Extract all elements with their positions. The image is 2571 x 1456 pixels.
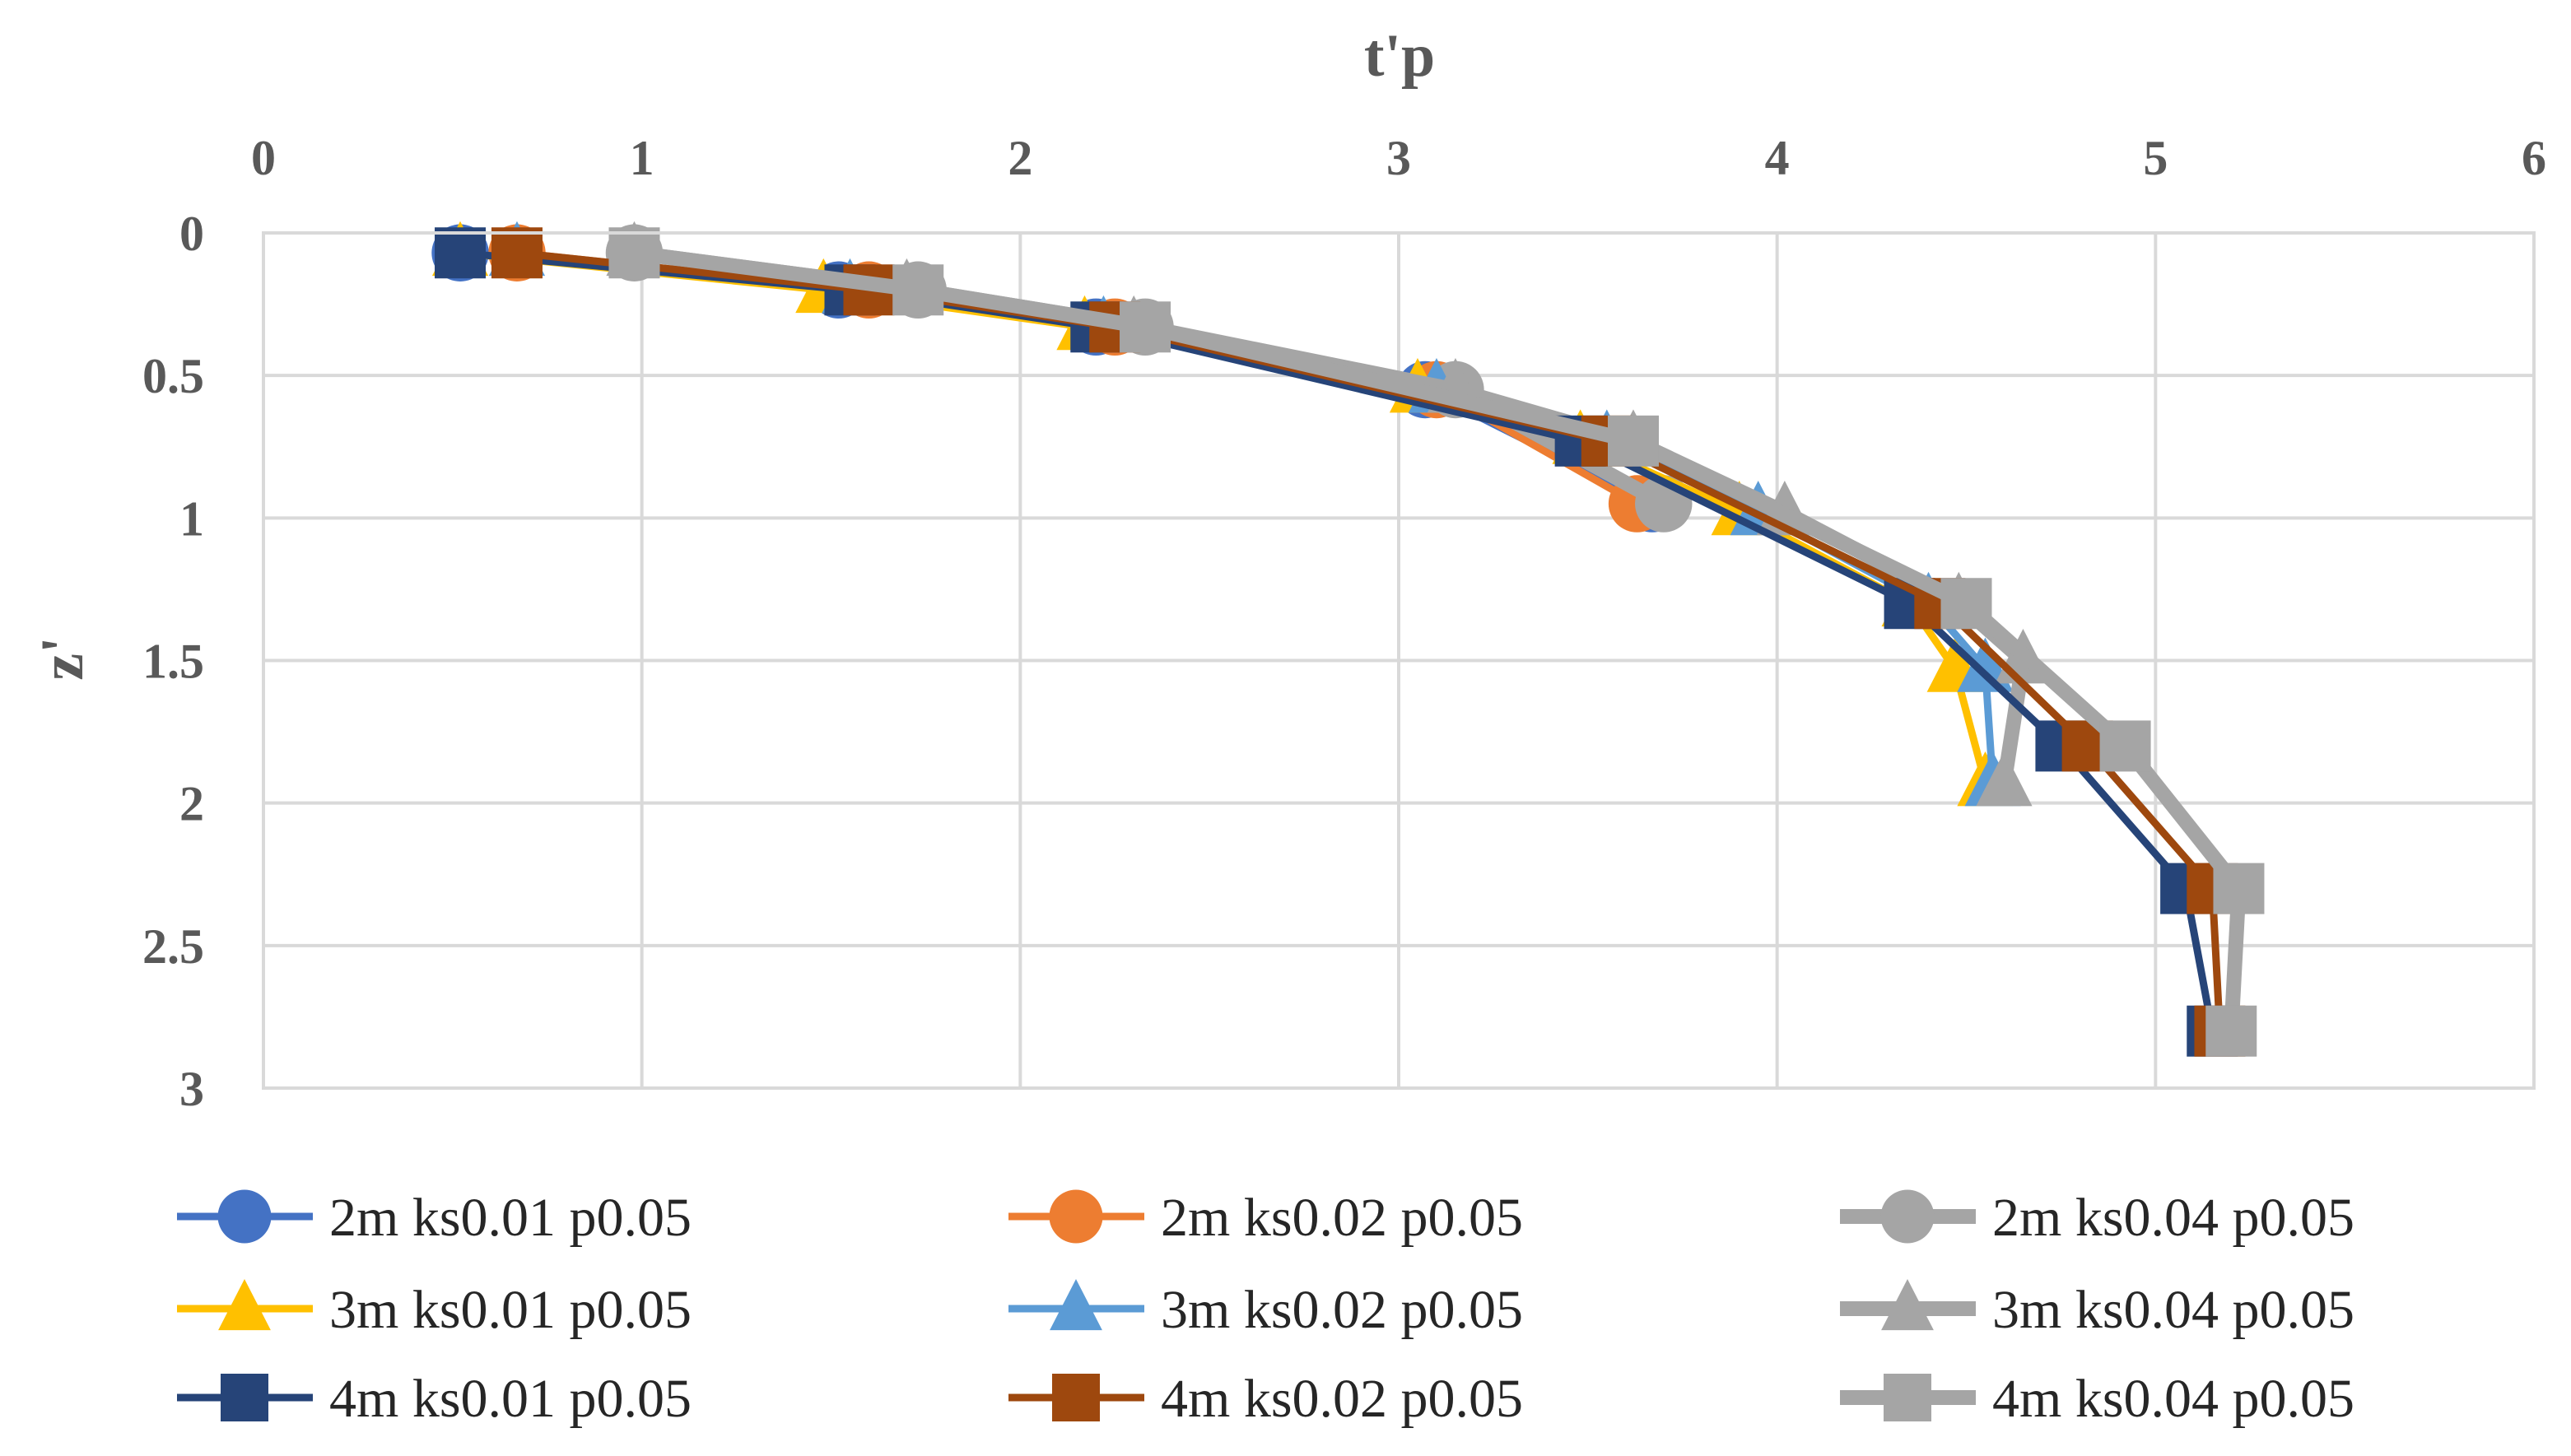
legend-label: 2m ks0.02 p0.05: [1161, 1188, 1523, 1248]
legend-item: 2m ks0.04 p0.05: [1840, 1188, 2354, 1248]
legend-marker: [1050, 1190, 1103, 1244]
legend-label: 4m ks0.04 p0.05: [1992, 1369, 2354, 1429]
data-point: [435, 227, 486, 278]
y-axis-title: z': [29, 636, 96, 680]
legend-label: 3m ks0.02 p0.05: [1161, 1280, 1523, 1340]
legend-item: 4m ks0.04 p0.05: [1840, 1369, 2354, 1429]
y-tick-label: 2.5: [142, 919, 204, 974]
y-tick-label: 0: [179, 207, 204, 261]
legend: 2m ks0.01 p0.05 2m ks0.02 p0.05 2m ks0.04 …: [177, 1188, 2354, 1429]
legend-label: 3m ks0.04 p0.05: [1992, 1280, 2354, 1340]
data-point: [2100, 720, 2151, 771]
data-point: [491, 227, 543, 278]
x-tick-label: 3: [1386, 131, 1411, 185]
data-point: [2205, 1006, 2257, 1057]
legend-item: 4m ks0.02 p0.05: [1008, 1369, 1523, 1429]
x-tick-label: 2: [1008, 131, 1032, 185]
legend-label: 3m ks0.01 p0.05: [329, 1280, 692, 1340]
y-tick-label: 2: [179, 777, 204, 831]
legend-marker: [1884, 1374, 1931, 1421]
data-point: [1120, 301, 1171, 352]
x-axis-title: t'p: [1364, 22, 1435, 90]
y-tick-label: 1.5: [142, 635, 204, 689]
y-tick-label: 1: [179, 491, 204, 546]
legend-marker: [1881, 1190, 1935, 1244]
legend-label: 2m ks0.01 p0.05: [329, 1188, 692, 1248]
legend-label: 2m ks0.04 p0.05: [1992, 1188, 2354, 1248]
x-tick-label: 5: [2143, 131, 2168, 185]
y-tick-label: 3: [179, 1062, 204, 1116]
legend-marker: [221, 1374, 268, 1421]
data-point: [608, 227, 659, 278]
y-tick-label: 0.5: [142, 349, 204, 403]
legend-item: 2m ks0.02 p0.05: [1008, 1188, 1523, 1248]
legend-marker: [1052, 1374, 1100, 1421]
legend-item: 4m ks0.01 p0.05: [177, 1369, 692, 1429]
legend-label: 4m ks0.01 p0.05: [329, 1369, 692, 1429]
legend-label: 4m ks0.02 p0.05: [1161, 1369, 1523, 1429]
chart-container: 0 1 2 3 4 5 6 0 0.5 1 1.5 2 2.5 3 2m ks0.01 p0.05 2m k…: [0, 0, 2571, 1452]
legend-marker: [218, 1190, 272, 1244]
data-point: [892, 264, 943, 315]
chart-svg: 0 1 2 3 4 5 600.511.522.53 2m ks0.01 p0.05 2m k…: [0, 0, 2571, 1452]
x-tick-label: 0: [251, 131, 276, 185]
legend-item: 2m ks0.01 p0.05: [177, 1188, 692, 1248]
data-point: [1608, 416, 1659, 467]
data-point: [2213, 863, 2264, 914]
data-point: [1941, 578, 1992, 629]
x-tick-label: 4: [1765, 131, 1790, 185]
x-tick-label: 1: [630, 131, 654, 185]
x-tick-label: 6: [2522, 131, 2546, 185]
